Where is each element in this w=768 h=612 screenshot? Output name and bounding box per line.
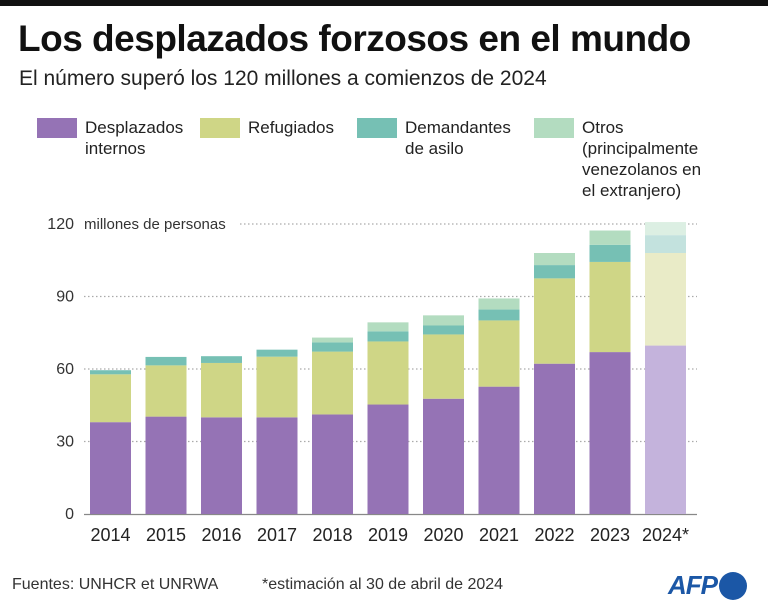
legend-swatch (357, 118, 397, 138)
bar-segment (478, 298, 520, 310)
x-tick-label: 2015 (146, 525, 186, 545)
estimate-note: *estimación al 30 de abril de 2024 (262, 576, 504, 593)
bar-segment (534, 278, 575, 364)
legend-label: Demandantes de asilo (405, 118, 511, 158)
bar-segment (256, 417, 298, 514)
y-tick-labels: 0 30 60 90 120 (47, 216, 74, 523)
bar-segment (367, 331, 409, 342)
x-tick-label: 2014 (90, 525, 130, 545)
chart-title: Los desplazados forzosos en el mundo (18, 18, 691, 59)
bar-segment (90, 422, 131, 514)
bar-segment (589, 352, 631, 514)
x-tick-label: 2020 (423, 525, 463, 545)
legend-swatch (200, 118, 240, 138)
bar-segment (645, 253, 686, 346)
logo-text: AFP (668, 570, 718, 600)
legend-item-demandantes: Demandantes de asilo (357, 117, 511, 159)
legend-label: Desplazados internos (85, 118, 184, 158)
sources-note: Fuentes: UNHCR et UNRWA (12, 576, 219, 593)
legend-item-otros: Otros (principalmente venezolanos en el … (534, 117, 701, 201)
bar-segment (145, 365, 187, 417)
x-tick-label: 2022 (534, 525, 574, 545)
y-tick-label: 90 (56, 289, 74, 306)
top-bar (0, 0, 768, 6)
bar-segment (256, 349, 298, 357)
bar-segment (534, 363, 575, 514)
bars (90, 222, 686, 514)
legend-item-refugiados: Refugiados (200, 117, 334, 138)
bar-segment (589, 244, 631, 262)
logo-dot-icon (719, 571, 747, 600)
y-tick-label: 120 (47, 216, 74, 233)
gridlines (84, 223, 697, 516)
chart-subtitle: El número superó los 120 millones a comi… (19, 67, 547, 90)
x-tick-label: 2016 (201, 525, 241, 545)
bar-segment (645, 345, 686, 514)
bar-segment (312, 337, 353, 343)
bar-segment (423, 334, 464, 399)
bar-segment (645, 222, 686, 236)
legend-swatch (37, 118, 77, 138)
bar-segment (201, 356, 242, 363)
bar-segment (367, 322, 409, 332)
bar-segment (423, 398, 464, 514)
x-tick-label: 2019 (368, 525, 408, 545)
x-tick-label: 2018 (312, 525, 352, 545)
bar-segment (312, 342, 353, 352)
bar-segment (478, 386, 520, 514)
y-tick-label: 0 (65, 506, 74, 523)
bar-segment (645, 235, 686, 253)
legend-swatch (534, 118, 574, 138)
x-tick-labels: 2014 2015 2016 2017 2018 2019 2020 2021 2022 2023… (90, 525, 689, 545)
afp-logo: AFP (668, 570, 747, 601)
x-tick-label: 2017 (257, 525, 297, 545)
x-tick-label: 2021 (479, 525, 519, 545)
bar-segment (534, 265, 575, 279)
bar-segment (312, 351, 353, 415)
x-tick-label: 2024* (642, 525, 689, 545)
bar-segment (90, 374, 131, 423)
bar-segment (478, 320, 520, 387)
bar-segment (367, 341, 409, 405)
y-tick-label: 30 (56, 434, 74, 451)
bar-segment (423, 315, 464, 326)
y-axis-label: millones de personas (84, 216, 226, 233)
bar-segment (90, 370, 131, 375)
bar-segment (478, 309, 520, 321)
bar-segment (201, 417, 242, 514)
legend-item-desplazados: Desplazados internos (37, 117, 183, 159)
legend-label: Otros (principalmente venezolanos en el … (582, 118, 702, 200)
bar-segment (367, 404, 409, 514)
bar-segment (312, 414, 353, 514)
y-tick-label: 60 (56, 361, 74, 378)
bar-segment (145, 416, 187, 514)
legend-label: Refugiados (248, 118, 335, 137)
bar-segment (423, 325, 464, 335)
bar-segment (534, 253, 575, 266)
bar-segment (201, 362, 242, 418)
bar-segment (256, 356, 298, 418)
bar-segment (145, 356, 187, 366)
x-tick-label: 2023 (590, 525, 630, 545)
bar-segment (589, 261, 631, 353)
bar-segment (589, 230, 631, 245)
